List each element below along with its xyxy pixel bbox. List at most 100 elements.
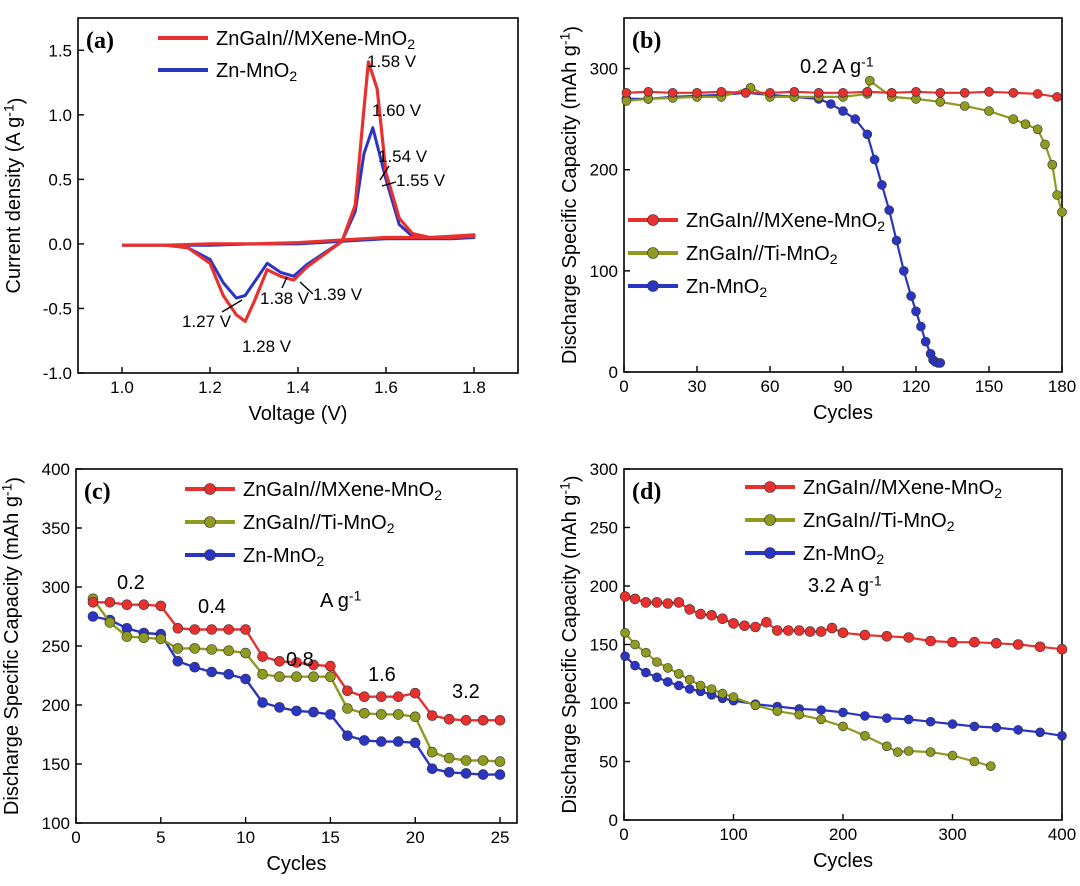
x-tick-label: 1.8 xyxy=(462,378,486,397)
x-axis-label: Cycles xyxy=(813,402,873,424)
data-point xyxy=(990,637,1002,649)
data-point xyxy=(426,763,438,775)
y-tick-label: 0.0 xyxy=(48,235,72,254)
data-point xyxy=(667,88,678,98)
data-point xyxy=(1020,119,1031,129)
data-point xyxy=(325,671,336,683)
data-point xyxy=(886,88,897,98)
series-zngain-ti-mno xyxy=(87,593,506,767)
data-point xyxy=(138,599,150,611)
y-tick-label: 250 xyxy=(590,519,618,538)
data-point xyxy=(947,719,958,729)
data-point xyxy=(739,620,750,632)
data-point xyxy=(750,700,761,711)
data-point xyxy=(392,736,404,747)
data-point xyxy=(308,706,319,718)
data-point xyxy=(409,687,421,699)
data-point xyxy=(959,88,970,98)
data-point xyxy=(358,691,370,703)
data-point xyxy=(257,651,268,662)
x-tick-label: 15 xyxy=(321,828,340,847)
data-point xyxy=(87,596,99,608)
data-point xyxy=(240,673,251,685)
valley-label-1-28v: 1.28 V xyxy=(242,337,292,356)
x-tick-label: 300 xyxy=(938,825,966,844)
legend-marker xyxy=(204,516,216,528)
data-point xyxy=(771,625,783,636)
y-tick-label: 300 xyxy=(42,578,70,597)
data-point xyxy=(342,730,353,742)
data-point xyxy=(1012,639,1024,650)
data-point xyxy=(172,643,184,654)
data-point xyxy=(1034,641,1046,653)
chart-panel-b: 0 30 60 90 120 150 180 0 100 200 300 Cycles Discharg… xyxy=(557,17,1076,424)
x-tick-label: 20 xyxy=(406,828,425,847)
chart-panel-d: 0 100 200 300 400 0 50 100 150 200 250 300 Cycles Dis… xyxy=(557,460,1076,872)
annotation-arrow xyxy=(379,165,390,181)
data-point xyxy=(375,709,387,720)
data-point xyxy=(620,651,630,662)
data-point xyxy=(652,672,662,683)
data-point xyxy=(172,655,184,667)
legend-entry: ZnGaIn//MXene-MnO2​ xyxy=(628,210,885,234)
data-point xyxy=(903,632,915,643)
data-point xyxy=(662,663,673,673)
legend-label: ZnGaIn//Ti-MnO2​ xyxy=(686,243,838,267)
data-point xyxy=(859,629,871,641)
data-point xyxy=(991,722,1002,733)
legend-entry: Zn-MnO2​ xyxy=(158,60,297,84)
data-point xyxy=(794,709,805,720)
data-point xyxy=(898,266,909,276)
y-tick-label: 150 xyxy=(590,636,618,655)
annotation-arrow xyxy=(221,299,243,313)
data-point xyxy=(460,714,472,726)
legend-label: Zn-MnO2​ xyxy=(686,276,767,300)
y-tick-label: 300 xyxy=(590,460,618,479)
annotation-arrow xyxy=(299,281,314,295)
data-point xyxy=(477,714,489,726)
y-axis-label: Discharge Specific Capacity (mAh g-1​) xyxy=(557,26,584,364)
annotation-arrow xyxy=(381,181,397,187)
data-point xyxy=(1008,114,1019,124)
y-tick-label: 300 xyxy=(590,60,618,79)
data-point xyxy=(1057,730,1067,741)
data-point xyxy=(240,624,251,635)
data-point xyxy=(877,180,887,190)
x-tick-label: 100 xyxy=(719,825,747,844)
shoulder-label-1-54v: 1.54 V xyxy=(378,147,428,166)
y-tick-label: 1.5 xyxy=(48,41,72,60)
data-point xyxy=(692,88,702,98)
data-point xyxy=(494,714,506,726)
data-point xyxy=(630,639,640,650)
data-point xyxy=(673,597,685,608)
data-point xyxy=(620,627,630,638)
data-point xyxy=(925,716,936,727)
data-point xyxy=(884,205,895,215)
data-point xyxy=(935,97,946,107)
data-point xyxy=(825,99,836,109)
x-tick-label: 400 xyxy=(1048,825,1076,844)
y-tick-label: 100 xyxy=(590,262,618,281)
legend-entry: ZnGaIn//Ti-MnO2​ xyxy=(628,243,838,267)
x-axis-label: Cycles xyxy=(813,850,873,872)
data-point xyxy=(969,636,980,648)
data-point xyxy=(409,711,421,723)
data-point xyxy=(728,692,739,702)
data-point xyxy=(308,671,319,683)
data-point xyxy=(716,87,727,97)
data-point xyxy=(728,618,739,629)
data-point xyxy=(862,87,873,97)
data-point xyxy=(684,674,695,685)
y-tick-label: -1.0 xyxy=(43,364,72,383)
data-point xyxy=(619,591,631,602)
data-point xyxy=(740,88,751,98)
data-point xyxy=(392,709,404,720)
data-point xyxy=(291,657,302,668)
data-point xyxy=(375,691,387,703)
y-tick-label: 200 xyxy=(42,696,70,715)
data-point xyxy=(629,593,641,605)
series-line xyxy=(624,632,992,768)
data-point xyxy=(621,88,632,98)
data-point xyxy=(765,88,775,98)
series-zn-mno xyxy=(87,611,506,780)
